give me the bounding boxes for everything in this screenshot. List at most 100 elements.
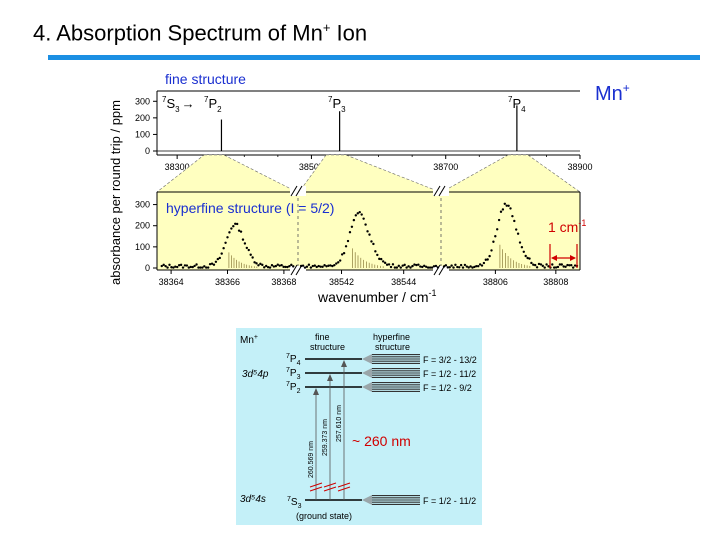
hf-data-point bbox=[423, 264, 426, 268]
hf-data-point bbox=[463, 263, 467, 267]
hf-data-point bbox=[224, 241, 227, 245]
hf-data-point bbox=[237, 229, 241, 232]
diagram-ion-label: Mn+ bbox=[240, 334, 258, 346]
wavelength-1: 260.569 nm bbox=[308, 441, 315, 478]
hf-data-point bbox=[530, 261, 533, 265]
hf-data-point bbox=[205, 266, 208, 269]
hf-data-point bbox=[385, 263, 389, 266]
transition-label-p4: 7P4 bbox=[508, 95, 526, 114]
hf-data-point bbox=[411, 264, 414, 268]
hf-data-point bbox=[570, 264, 573, 267]
hf-data-point bbox=[399, 266, 402, 269]
title-text: 4. Absorption Spectrum of Mn bbox=[33, 20, 323, 46]
hf-fan-wedge bbox=[362, 382, 372, 392]
hf-fan-wedge bbox=[362, 368, 372, 378]
hf-data-point bbox=[276, 263, 279, 266]
hf-data-point bbox=[496, 228, 499, 231]
hf-data-point bbox=[241, 238, 245, 241]
transition-arrows bbox=[309, 360, 351, 500]
hf-data-point bbox=[475, 265, 478, 268]
hf-data-point bbox=[442, 265, 446, 268]
x-axis-label: wavenumber / cm-1 bbox=[317, 288, 437, 305]
hf-data-point bbox=[413, 263, 416, 266]
hf-data-point bbox=[354, 214, 358, 217]
hf-data-point bbox=[358, 210, 361, 214]
hf-x-tick-label: 38366 bbox=[215, 277, 240, 287]
term-p3: 7P3 bbox=[286, 367, 301, 381]
hyperfine-structure-chart: 0 100 200 300 38364 38366 38368 38542 38544 3880… bbox=[135, 185, 586, 305]
hf-x-tick-label: 38808 bbox=[543, 277, 568, 287]
hf-data-point bbox=[212, 263, 216, 266]
hf-data-point bbox=[342, 251, 346, 255]
hf-data-point bbox=[539, 263, 543, 266]
hf-data-point bbox=[274, 264, 278, 268]
fine-peaks bbox=[220, 105, 518, 151]
fine-x-tick-label: 38700 bbox=[433, 162, 458, 172]
hf-data-point bbox=[164, 264, 167, 268]
hf-data-point bbox=[446, 266, 450, 269]
hf-data-point bbox=[203, 265, 206, 268]
ion-label: Mn+ bbox=[595, 81, 630, 105]
hf-data-point bbox=[191, 265, 194, 269]
hf-data-point bbox=[465, 265, 469, 268]
hf-data-point bbox=[370, 240, 373, 243]
hf-data-point bbox=[286, 265, 289, 269]
hf-data-point bbox=[195, 263, 198, 266]
term-s3: 7S3 bbox=[287, 496, 302, 510]
hf-data-point bbox=[344, 245, 348, 248]
hf-data-point bbox=[461, 266, 465, 269]
f-range-p4: F = 3/2 - 13/2 bbox=[423, 355, 477, 365]
hf-data-point bbox=[509, 207, 512, 210]
col-hyperfine-line2: structure bbox=[375, 342, 410, 352]
hf-y-tick-label: 100 bbox=[135, 242, 150, 252]
hf-data-point bbox=[222, 247, 225, 250]
hf-data-point bbox=[499, 210, 503, 213]
hf-data-point bbox=[514, 228, 518, 231]
hf-data-point bbox=[456, 265, 459, 269]
hf-data-point bbox=[327, 264, 330, 267]
hf-data-point bbox=[185, 264, 189, 267]
hf-data-point bbox=[284, 265, 287, 269]
hf-data-point bbox=[319, 265, 322, 268]
hf-data-point bbox=[543, 266, 546, 269]
hf-data-point bbox=[467, 266, 470, 269]
hf-data-point bbox=[473, 265, 476, 269]
hf-data-point bbox=[564, 265, 567, 268]
hf-data-point bbox=[551, 263, 554, 266]
hf-data-point bbox=[432, 265, 436, 268]
hf-data-point bbox=[528, 257, 531, 260]
hf-data-point bbox=[329, 264, 332, 267]
hf-data-point bbox=[376, 253, 379, 257]
wavelength-2: 259.373 nm bbox=[322, 419, 329, 456]
hf-data-point bbox=[368, 233, 371, 236]
hf-x-tick-label: 38806 bbox=[483, 277, 508, 287]
title-suffix: Ion bbox=[330, 20, 368, 46]
hyperfine-stick-spectrum bbox=[228, 244, 531, 268]
fine-y-ticks: 0 100 200 300 bbox=[135, 96, 157, 156]
hf-data-point bbox=[397, 264, 401, 268]
hf-data-point bbox=[311, 264, 315, 268]
hf-data-point bbox=[352, 218, 356, 222]
energy-level-diagram: Mn+ fine structure hyperfine structure 3… bbox=[236, 328, 482, 525]
hf-data-point bbox=[532, 263, 535, 266]
scale-arrow-right bbox=[570, 255, 576, 261]
hf-data-point bbox=[552, 266, 556, 269]
hf-data-point bbox=[168, 263, 171, 267]
hf-data-point bbox=[469, 265, 472, 268]
hf-data-point bbox=[335, 262, 338, 265]
ground-state-label: (ground state) bbox=[296, 511, 352, 521]
hf-data-point bbox=[270, 264, 274, 267]
hf-data-point bbox=[249, 253, 252, 256]
hf-data-point bbox=[301, 264, 305, 267]
hf-data-point bbox=[477, 265, 480, 268]
transition-label-p2: 7P2 bbox=[204, 95, 222, 114]
transition-label-s3: 7S3 → bbox=[162, 95, 195, 114]
hf-data-point bbox=[459, 263, 463, 267]
hf-data-point bbox=[407, 265, 410, 268]
hf-data-point bbox=[458, 266, 461, 269]
hf-data-point bbox=[488, 254, 491, 258]
hf-data-point bbox=[166, 266, 169, 269]
hf-data-point bbox=[511, 214, 514, 218]
hf-data-point bbox=[417, 263, 420, 266]
hyperfine-x-ticks: 38364 38366 38368 38542 38544 38806 38808 bbox=[159, 270, 568, 287]
